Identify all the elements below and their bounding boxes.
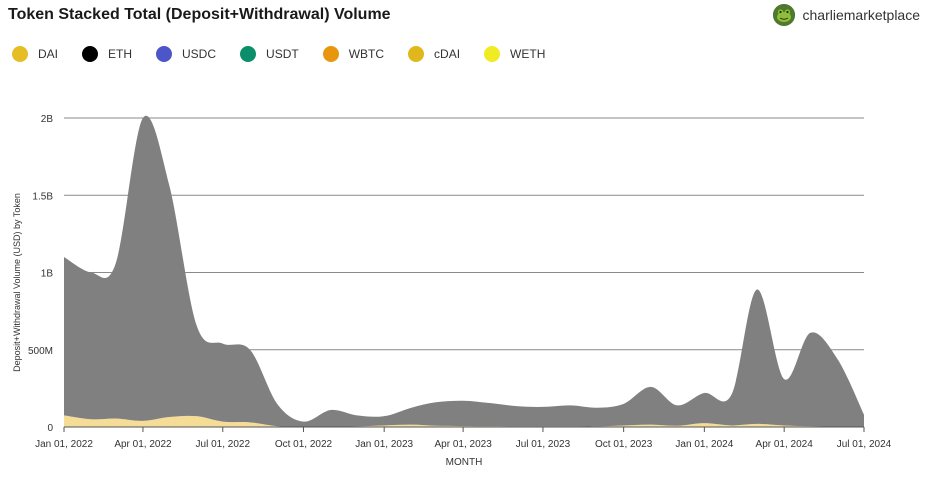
legend-swatch-usdc <box>156 46 173 62</box>
x-tick-label: Oct 01, 2023 <box>595 439 653 450</box>
x-tick-label: Jan 01, 2023 <box>355 439 413 450</box>
legend-item-cdai[interactable]: cDAI <box>408 46 460 62</box>
legend-item-usdc[interactable]: USDC <box>156 46 216 62</box>
legend-swatch-wbtc <box>322 46 339 62</box>
frog-avatar-icon <box>772 4 795 26</box>
x-tick-label: Jan 01, 2024 <box>675 439 733 450</box>
x-axis-title: MONTH <box>446 457 483 468</box>
x-tick-label: Apr 01, 2023 <box>434 439 492 450</box>
legend-label-cdai: cDAI <box>434 47 461 61</box>
y-tick-label: 1B <box>41 269 54 280</box>
x-tick-label: Apr 01, 2024 <box>756 439 814 450</box>
x-tick-label: Jan 01, 2022 <box>35 439 93 450</box>
y-tick-label: 0 <box>47 423 53 434</box>
legend-item-weth[interactable]: WETH <box>484 46 545 62</box>
area-dai <box>64 415 864 427</box>
chart-legend: DAI ETH USDC USDT WBTC cDAI WETH <box>12 46 569 62</box>
legend-swatch-dai <box>12 46 28 62</box>
y-tick-label: 2B <box>41 114 54 125</box>
x-tick-label: Jul 01, 2023 <box>516 439 571 450</box>
legend-item-eth[interactable]: ETH <box>82 46 132 62</box>
author-name: charliemarketplace <box>802 7 921 23</box>
legend-label-dai: DAI <box>38 47 59 61</box>
legend-label-eth: ETH <box>108 47 133 61</box>
x-tick-label: Apr 01, 2022 <box>114 439 172 450</box>
legend-label-usdc: USDC <box>182 47 217 61</box>
legend-label-usdt: USDT <box>266 47 299 61</box>
area-cdai <box>64 115 864 427</box>
legend-item-usdt[interactable]: USDT <box>240 46 299 62</box>
author-badge[interactable]: charliemarketplace <box>772 4 921 26</box>
x-tick-label: Oct 01, 2022 <box>275 439 333 450</box>
chart-title: Token Stacked Total (Deposit+Withdrawal)… <box>8 6 391 23</box>
legend-label-wbtc: WBTC <box>348 47 385 61</box>
legend-label-weth: WETH <box>510 47 546 61</box>
y-axis-title: Deposit+Withdrawal Volume (USD) by Token <box>12 193 22 372</box>
y-tick-label: 1.5B <box>32 191 53 202</box>
legend-item-dai[interactable]: DAI <box>12 46 58 62</box>
x-tick-label: Jul 01, 2022 <box>196 439 251 450</box>
legend-swatch-weth <box>484 46 501 62</box>
legend-item-wbtc[interactable]: WBTC <box>322 46 385 62</box>
x-tick-label: Jul 01, 2024 <box>837 439 892 450</box>
y-tick-label: 500M <box>28 346 53 357</box>
legend-swatch-usdt <box>240 46 257 62</box>
legend-swatch-eth <box>82 46 99 62</box>
legend-swatch-cdai <box>408 46 425 62</box>
